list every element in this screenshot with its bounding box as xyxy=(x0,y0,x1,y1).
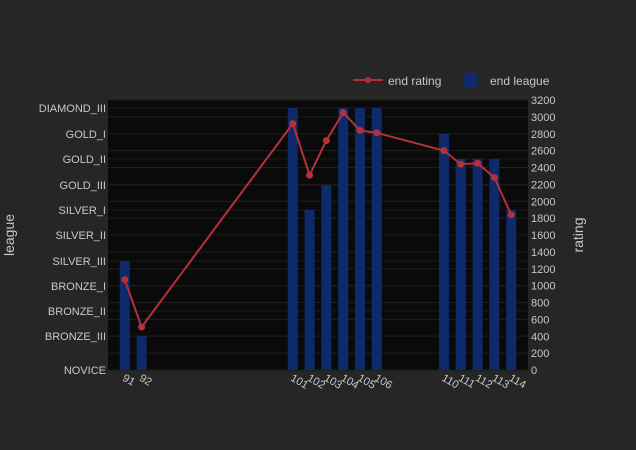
line-point xyxy=(474,159,482,167)
bar xyxy=(119,261,130,370)
left-tick-label: GOLD_I xyxy=(66,129,106,141)
right-tick-label: 1000 xyxy=(531,281,555,293)
left-tick-label: GOLD_II xyxy=(63,154,106,166)
right-tick-label: 0 xyxy=(531,365,537,377)
right-tick-label: 2800 xyxy=(531,129,555,141)
right-axis-ticks: 0 200 400 600 800 1000 1200 1400 1600 1800 2000 220… xyxy=(531,95,555,377)
legend[interactable]: end rating end league xyxy=(353,73,550,88)
left-axis-ticks: NOVICE BRONZE_III BRONZE_II BRONZE_I SILVER_… xyxy=(39,103,106,377)
line-point xyxy=(138,323,146,331)
legend-bar-swatch xyxy=(463,73,477,87)
x-tick-label: 91 xyxy=(120,372,137,389)
bar xyxy=(136,336,147,370)
right-tick-label: 1600 xyxy=(531,230,555,242)
right-tick-label: 3000 xyxy=(531,112,555,124)
right-tick-label: 200 xyxy=(531,348,549,360)
left-tick-label: NOVICE xyxy=(64,365,106,377)
line-point xyxy=(339,109,347,117)
line-point xyxy=(121,276,129,284)
bar xyxy=(371,108,382,370)
bar xyxy=(304,210,315,370)
right-tick-label: 800 xyxy=(531,298,549,310)
legend-label-end-rating: end rating xyxy=(388,74,441,88)
legend-marker-swatch xyxy=(365,77,371,83)
line-point xyxy=(306,171,314,179)
bar xyxy=(287,108,298,370)
bar xyxy=(489,159,500,370)
bar xyxy=(506,210,517,370)
line-point xyxy=(356,126,364,134)
line-point xyxy=(440,147,448,155)
bar xyxy=(439,134,449,370)
line-point xyxy=(289,120,297,128)
rating-line xyxy=(121,109,515,331)
right-tick-label: 400 xyxy=(531,331,549,343)
left-tick-label: SILVER_II xyxy=(55,230,106,242)
left-tick-label: DIAMOND_III xyxy=(39,103,106,115)
x-tick-label: 92 xyxy=(137,372,154,389)
right-tick-label: 3200 xyxy=(531,95,555,107)
right-tick-label: 1400 xyxy=(531,247,555,259)
bars xyxy=(119,108,517,370)
right-tick-label: 2600 xyxy=(531,146,555,158)
line-point xyxy=(507,211,515,219)
left-tick-label: BRONZE_II xyxy=(48,306,106,318)
right-axis-title: rating xyxy=(570,217,586,252)
bar xyxy=(455,159,466,370)
left-tick-label: GOLD_III xyxy=(60,180,106,192)
legend-item-end-rating[interactable]: end rating xyxy=(353,74,441,88)
right-tick-label: 2400 xyxy=(531,163,555,175)
legend-label-end-league: end league xyxy=(490,74,550,88)
left-tick-label: BRONZE_I xyxy=(51,281,106,293)
bar xyxy=(338,108,349,370)
bar xyxy=(355,108,365,370)
right-tick-label: 600 xyxy=(531,314,549,326)
left-tick-label: SILVER_I xyxy=(59,205,107,217)
left-tick-label: BRONZE_III xyxy=(45,331,106,343)
right-tick-label: 1200 xyxy=(531,264,555,276)
left-tick-label: SILVER_III xyxy=(52,256,106,268)
line-point xyxy=(373,129,381,137)
line-point xyxy=(457,160,465,168)
left-axis-title: league xyxy=(1,214,17,256)
line-point xyxy=(322,137,330,144)
right-tick-label: 1800 xyxy=(531,213,555,225)
bar xyxy=(321,185,332,370)
bar xyxy=(472,159,483,370)
right-tick-label: 2200 xyxy=(531,179,555,191)
right-tick-label: 2000 xyxy=(531,196,555,208)
line-point xyxy=(490,174,498,182)
legend-item-end-league[interactable]: end league xyxy=(463,73,550,88)
